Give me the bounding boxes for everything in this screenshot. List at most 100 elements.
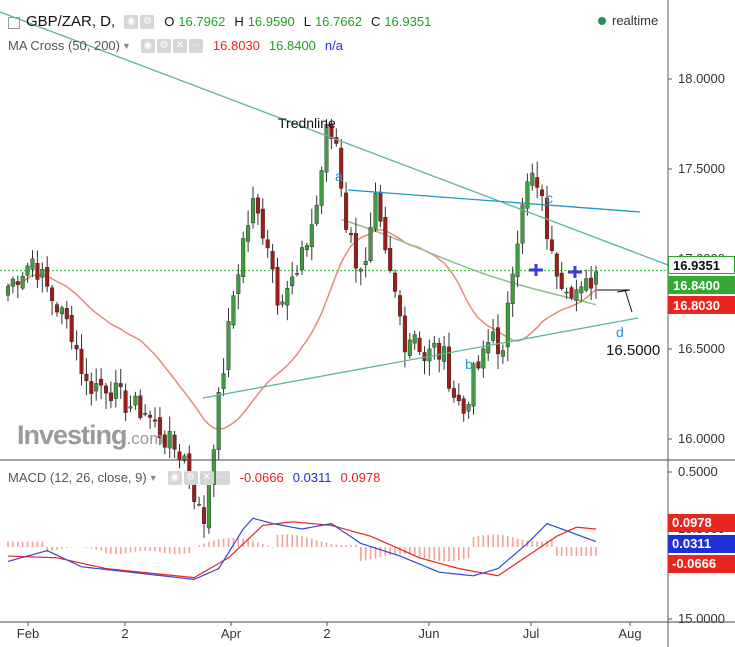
candle-body (40, 269, 45, 278)
candle-body (221, 373, 226, 389)
target-line (616, 289, 631, 293)
candle-body (349, 233, 354, 236)
settings-icon[interactable]: ⚙ (156, 38, 171, 53)
candle-body (456, 394, 461, 402)
x-tick-label: Aug (618, 626, 641, 641)
candle-body (500, 350, 505, 357)
y-tick-label: 16.5000 (678, 341, 725, 356)
candle-body (329, 123, 334, 139)
y-tick-label: 17.5000 (678, 161, 725, 176)
candle-body (368, 227, 373, 261)
macd-signal-badge: 0.0978 (668, 514, 735, 532)
chevron-down-icon[interactable]: ▼ (148, 472, 158, 483)
candle-body (74, 344, 79, 350)
eye-icon[interactable]: ◉ (124, 14, 139, 29)
candle-body (270, 251, 275, 270)
candle-body (383, 217, 388, 251)
candle-body (148, 414, 153, 418)
macd-pane (7, 517, 597, 581)
close-icon[interactable]: ✕ (199, 470, 214, 485)
annotation-label: c (546, 190, 553, 206)
chevron-down-icon[interactable]: ▼ (122, 40, 131, 51)
candle-body (157, 417, 162, 438)
candle-body (108, 392, 113, 402)
candle-body (432, 342, 437, 348)
more-icon[interactable]: ⋯ (188, 38, 203, 53)
candle-body (69, 315, 74, 342)
macd-hist-badge: -0.0666 (668, 555, 735, 573)
candle-body (94, 383, 99, 392)
candle-body (520, 204, 525, 244)
candle-body (481, 348, 486, 369)
candle-body (236, 274, 241, 294)
candle-body (265, 239, 270, 249)
candle-body (505, 302, 510, 348)
lower-trendline (202, 317, 639, 399)
candle-body (388, 248, 393, 271)
candle-body (5, 286, 10, 296)
candle-body (206, 483, 211, 529)
macd-line (7, 517, 597, 581)
close-icon[interactable]: ✕ (172, 38, 187, 53)
candle-body (15, 281, 20, 286)
annotation-label: 16.5000 (606, 342, 660, 359)
candle-body (515, 243, 520, 278)
candle-body (496, 327, 501, 355)
investing-logo: Investing .com (17, 420, 163, 451)
candle-body (554, 253, 559, 277)
candle-body (540, 189, 545, 196)
candle-body (594, 271, 599, 285)
ohlc-high-value: 16.9590 (247, 14, 295, 29)
candle-body (476, 361, 481, 369)
candle-body (378, 191, 383, 222)
ma-fast-price-badge: 16.8030 (668, 296, 735, 314)
settings-icon[interactable]: ⚙ (140, 14, 155, 29)
ohlc-close-value: 16.9351 (384, 14, 432, 29)
candle-body (182, 455, 187, 461)
eye-icon[interactable]: ◉ (140, 38, 155, 53)
candle-body (417, 337, 422, 352)
collapse-icon[interactable] (8, 16, 20, 29)
candle-body (133, 395, 138, 406)
candle-body (339, 147, 344, 189)
candle-body (275, 266, 280, 306)
x-tick-label: Feb (17, 626, 39, 641)
candle-body (280, 301, 285, 305)
wave-line-a-c (347, 189, 641, 213)
ohlc-low-value: 16.7662 (314, 14, 362, 29)
candle-body (35, 263, 40, 280)
candle-body (353, 233, 358, 269)
candle-body (535, 177, 540, 188)
x-tick-label: Jul (523, 626, 540, 641)
upper-trendline (0, 11, 669, 266)
candle-body (569, 287, 574, 299)
more-icon[interactable]: ⋯ (215, 470, 230, 485)
ohlc-close-label: C (370, 14, 381, 29)
candle-body (344, 192, 349, 230)
candle-body (319, 170, 324, 206)
ohlc-low-label: L (303, 14, 311, 29)
macd-value-2: 0.0311 (292, 470, 332, 485)
logo-text: Investing (17, 420, 128, 450)
candle-body (358, 269, 363, 272)
x-tick-label: 2 (323, 626, 330, 641)
symbol-buttons: ◉ ⚙ (124, 14, 156, 29)
ma-buttons: ◉ ⚙ ✕ ⋯ (140, 38, 205, 53)
candle-body (373, 192, 378, 230)
eye-icon[interactable]: ◉ (167, 470, 182, 485)
annotation-label: d (616, 324, 624, 340)
candle-body (84, 373, 89, 381)
candle-body (471, 363, 476, 407)
candle-body (559, 272, 564, 289)
settings-icon[interactable]: ⚙ (183, 470, 198, 485)
y-tick-label: 15.0000 (678, 611, 725, 626)
candle-body (20, 276, 25, 289)
candle-body (250, 198, 255, 224)
candle-body (226, 321, 231, 370)
candle-body (177, 451, 182, 460)
candle-body (530, 172, 535, 186)
candle-body (10, 278, 15, 287)
candle-body (138, 395, 143, 418)
macd-value-1: -0.0666 (239, 470, 284, 485)
